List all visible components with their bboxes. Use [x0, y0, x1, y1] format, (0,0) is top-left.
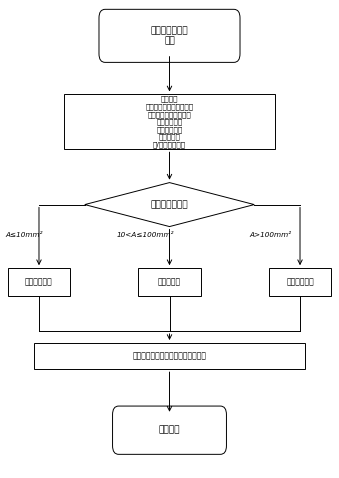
Polygon shape — [85, 183, 254, 227]
Bar — [8, 268, 71, 296]
Bar — [64, 95, 275, 150]
Text: 电流设定
电流施加方式及电流大小
电缆最小弯曲电缆长度
循环次数设定
上温控仪设定
冷却仪设定
上/冷底控制平台: 电流设定 电流施加方式及电流大小 电缆最小弯曲电缆长度 循环次数设定 上温控仪设… — [145, 96, 194, 148]
Text: 上温控控制: 上温控控制 — [158, 278, 181, 286]
Bar — [138, 268, 201, 296]
Text: 电流直接控制: 电流直接控制 — [25, 278, 53, 286]
Bar — [268, 268, 332, 296]
Text: 电缆截面积判断: 电缆截面积判断 — [151, 200, 188, 209]
Text: 加热控制、电流采集和温度信号反馈: 加热控制、电流采集和温度信号反馈 — [133, 352, 206, 360]
Text: 试验结束: 试验结束 — [159, 426, 180, 435]
Text: A>100mm²: A>100mm² — [249, 232, 291, 238]
Text: 实验前数据采集
初始: 实验前数据采集 初始 — [151, 26, 188, 45]
Text: 10<A≤100mm²: 10<A≤100mm² — [117, 232, 175, 238]
FancyBboxPatch shape — [99, 10, 240, 62]
FancyBboxPatch shape — [113, 406, 226, 454]
Text: A≤10mm²: A≤10mm² — [5, 232, 43, 238]
Text: 温控仪器控制: 温控仪器控制 — [286, 278, 314, 286]
Bar — [34, 343, 305, 369]
